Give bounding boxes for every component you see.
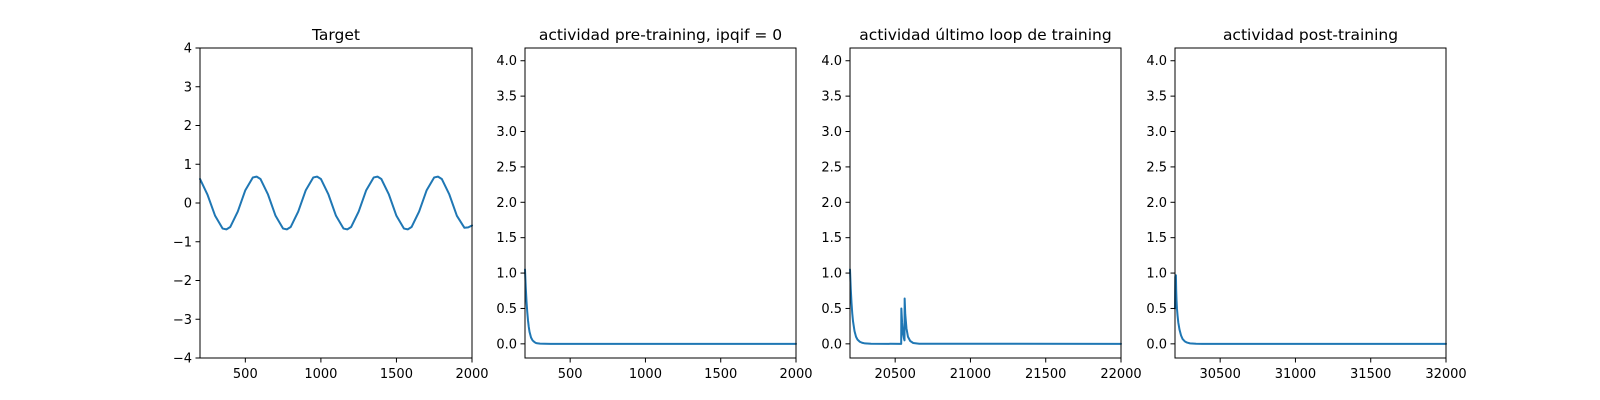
y-tick-label: 2.5 <box>1146 160 1167 175</box>
y-tick-label: 2 <box>184 119 192 134</box>
y-tick-label: 1.0 <box>1146 267 1167 282</box>
axes-frame <box>849 47 1122 359</box>
y-tick-label: 4.0 <box>496 54 517 69</box>
y-tick-label: 0 <box>184 197 192 212</box>
y-tick-label: 1 <box>184 158 192 173</box>
y-tick-label: 4.0 <box>821 54 842 69</box>
chart-title: actividad post-training <box>1223 26 1398 44</box>
y-tick-label: −3 <box>173 313 192 328</box>
x-tick-label: 1000 <box>304 367 337 382</box>
chart-title: actividad último loop de training <box>859 26 1111 44</box>
y-tick-label: 3.0 <box>496 125 517 140</box>
series-line <box>199 175 473 231</box>
y-tick-label: 2.5 <box>821 160 842 175</box>
y-tick-label: 3.0 <box>1146 125 1167 140</box>
series-line <box>524 268 797 345</box>
y-tick-label: 3.5 <box>496 90 517 105</box>
y-tick-label: 0.0 <box>1146 337 1167 352</box>
x-tick-label: 500 <box>233 367 258 382</box>
chart-panel-target: Target 500 1000 1500 2000 −4 −3 −2 −1 0 1 2 3 4 <box>173 26 489 382</box>
y-tick-label: 3.5 <box>821 90 842 105</box>
y-tick-label: 4 <box>184 42 192 57</box>
y-tick-label: 0.5 <box>821 302 842 317</box>
chart-panel-pre-training: actividad pre-training, ipqif = 0 500 100… <box>496 26 812 382</box>
plot-area <box>525 48 796 358</box>
y-tick-label: 0.5 <box>1146 302 1167 317</box>
y-tick-label: 1.0 <box>821 267 842 282</box>
x-tick-label: 22000 <box>1100 367 1141 382</box>
y-tick-label: 1.5 <box>496 231 517 246</box>
x-tick-label: 21000 <box>950 367 991 382</box>
y-tick-label: −1 <box>173 235 192 250</box>
chart-panel-last-training-loop: actividad último loop de training 20500 2… <box>821 26 1141 382</box>
x-tick-label: 31500 <box>1350 367 1391 382</box>
y-tick-label: 1.5 <box>1146 231 1167 246</box>
x-tick-label: 21500 <box>1025 367 1066 382</box>
x-tick-label: 30500 <box>1199 367 1240 382</box>
y-tick-label: 2.0 <box>821 196 842 211</box>
x-tick-label: 32000 <box>1425 367 1466 382</box>
x-tick-label: 500 <box>558 367 583 382</box>
y-tick-label: 0.0 <box>496 337 517 352</box>
y-tick-label: 2.0 <box>1146 196 1167 211</box>
y-tick-label: 1.5 <box>821 231 842 246</box>
y-tick-label: 3.0 <box>821 125 842 140</box>
chart-title: Target <box>311 26 360 44</box>
y-tick-label: 2.5 <box>496 160 517 175</box>
y-tick-label: 3.5 <box>1146 90 1167 105</box>
y-tick-label: −2 <box>173 274 192 289</box>
plot-area <box>850 48 1121 358</box>
y-tick-label: 0.0 <box>821 337 842 352</box>
plot-area <box>200 48 472 358</box>
y-tick-label: −4 <box>173 352 192 367</box>
x-tick-label: 20500 <box>874 367 915 382</box>
x-tick-label: 1000 <box>629 367 662 382</box>
y-tick-label: 0.5 <box>496 302 517 317</box>
y-tick-label: 3 <box>184 80 192 95</box>
y-tick-label: 1.0 <box>496 267 517 282</box>
series-line <box>1174 274 1447 345</box>
x-tick-label: 1500 <box>704 367 737 382</box>
axes-frame <box>1174 47 1447 359</box>
series-line <box>849 268 1122 345</box>
x-tick-label: 1500 <box>380 367 413 382</box>
y-tick-label: 2.0 <box>496 196 517 211</box>
x-tick-label: 2000 <box>455 367 488 382</box>
x-tick-label: 31000 <box>1275 367 1316 382</box>
y-tick-label: 4.0 <box>1146 54 1167 69</box>
plot-area <box>1175 48 1446 358</box>
x-tick-label: 2000 <box>779 367 812 382</box>
chart-title: actividad pre-training, ipqif = 0 <box>539 26 782 44</box>
chart-panel-post-training: actividad post-training 30500 31000 31500 3… <box>1146 26 1466 382</box>
axes-frame <box>524 47 797 359</box>
